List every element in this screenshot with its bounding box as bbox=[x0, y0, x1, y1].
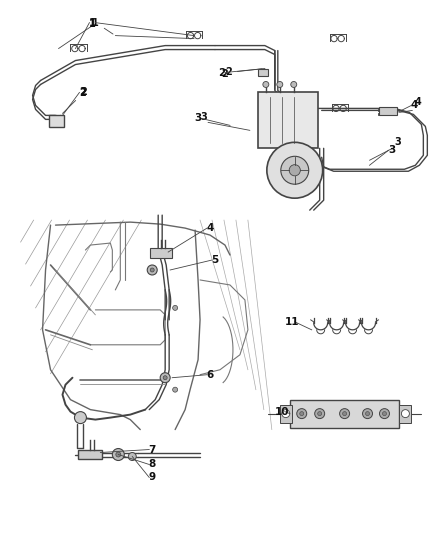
Text: 1: 1 bbox=[89, 19, 96, 29]
Circle shape bbox=[267, 142, 323, 198]
Text: 3: 3 bbox=[388, 146, 395, 155]
Text: 4: 4 bbox=[414, 98, 421, 108]
Circle shape bbox=[173, 387, 178, 392]
Circle shape bbox=[277, 82, 283, 87]
Text: 2: 2 bbox=[79, 87, 86, 98]
Circle shape bbox=[128, 453, 136, 461]
Circle shape bbox=[281, 156, 309, 184]
Circle shape bbox=[289, 165, 300, 176]
Circle shape bbox=[147, 265, 157, 275]
Circle shape bbox=[160, 373, 170, 383]
Circle shape bbox=[150, 268, 154, 272]
Text: 8: 8 bbox=[148, 459, 156, 470]
Circle shape bbox=[379, 409, 389, 418]
Text: 1: 1 bbox=[92, 18, 113, 34]
Bar bbox=[258, 69, 268, 77]
Text: 4: 4 bbox=[411, 100, 418, 110]
Circle shape bbox=[401, 410, 410, 417]
Text: 6: 6 bbox=[206, 370, 214, 379]
Bar bbox=[150, 248, 172, 258]
Circle shape bbox=[343, 411, 346, 416]
Text: 1: 1 bbox=[89, 18, 96, 28]
Text: 2: 2 bbox=[225, 68, 262, 77]
Text: 3: 3 bbox=[194, 114, 201, 123]
Circle shape bbox=[314, 409, 325, 418]
Circle shape bbox=[382, 411, 386, 416]
Text: 7: 7 bbox=[148, 445, 156, 455]
Text: 9: 9 bbox=[148, 472, 156, 482]
Circle shape bbox=[300, 411, 304, 416]
Bar bbox=[280, 405, 292, 423]
Circle shape bbox=[291, 82, 297, 87]
Text: 10: 10 bbox=[275, 407, 289, 417]
Circle shape bbox=[339, 409, 350, 418]
Text: 5: 5 bbox=[212, 255, 219, 265]
Bar bbox=[290, 400, 399, 427]
Text: 2: 2 bbox=[63, 87, 87, 114]
Circle shape bbox=[163, 376, 167, 379]
Circle shape bbox=[112, 449, 124, 461]
Text: 3: 3 bbox=[395, 138, 401, 147]
Circle shape bbox=[318, 411, 321, 416]
Circle shape bbox=[366, 411, 370, 416]
Bar bbox=[399, 405, 411, 423]
Bar bbox=[49, 116, 64, 127]
Text: 2: 2 bbox=[79, 88, 86, 99]
Bar bbox=[379, 108, 397, 116]
Text: 3: 3 bbox=[200, 112, 207, 123]
Circle shape bbox=[116, 452, 121, 457]
Text: 2: 2 bbox=[219, 68, 226, 77]
Bar bbox=[258, 92, 318, 148]
Circle shape bbox=[297, 409, 307, 418]
Text: 4: 4 bbox=[206, 223, 214, 233]
Bar bbox=[78, 449, 102, 459]
Text: 2: 2 bbox=[222, 69, 228, 78]
Circle shape bbox=[173, 305, 178, 310]
Circle shape bbox=[282, 410, 290, 417]
Circle shape bbox=[74, 411, 86, 424]
Text: 11: 11 bbox=[285, 317, 299, 327]
Circle shape bbox=[363, 409, 372, 418]
Circle shape bbox=[263, 82, 269, 87]
